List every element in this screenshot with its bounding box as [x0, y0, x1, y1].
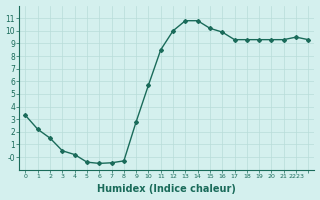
- X-axis label: Humidex (Indice chaleur): Humidex (Indice chaleur): [98, 184, 236, 194]
